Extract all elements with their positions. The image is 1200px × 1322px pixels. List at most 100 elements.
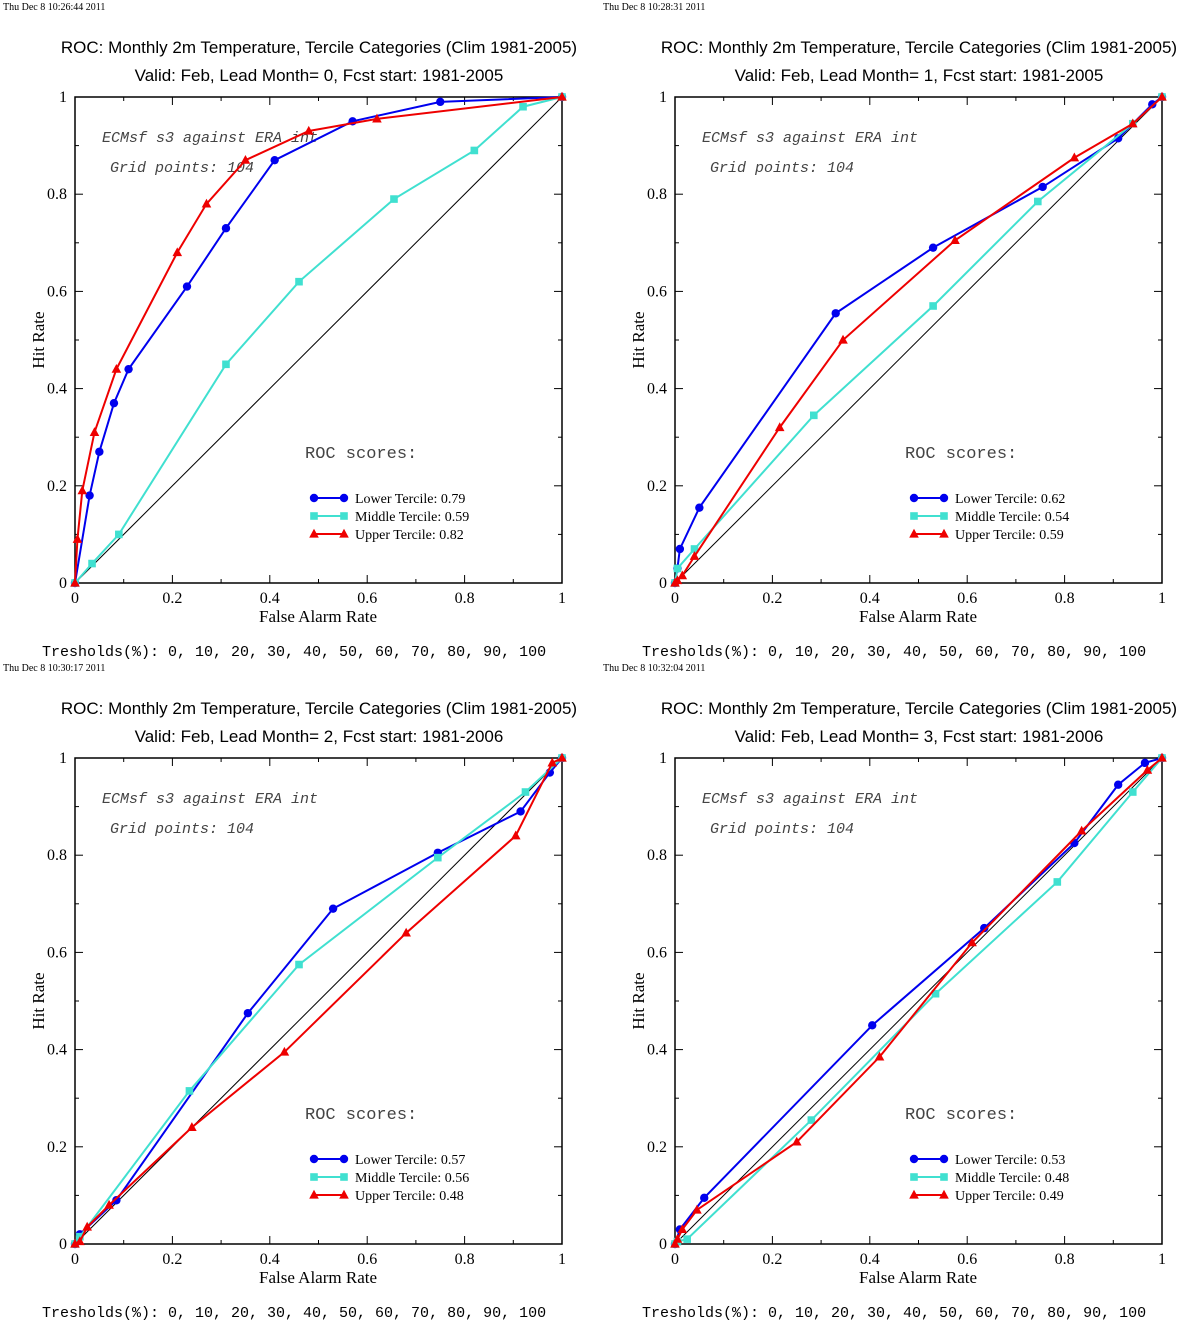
legend-entry: Upper Tercile: 0.49 [909,1189,1064,1204]
x-tick-label: 1 [558,1251,566,1268]
legend-label: Middle Tercile: 0.56 [355,1171,469,1186]
x-tick-label: 0.8 [455,590,475,607]
data-point [295,277,303,286]
legend-marker [310,1173,318,1181]
y-tick-label: 0.2 [47,478,67,495]
data-point [673,564,682,573]
data-point [700,1193,709,1203]
x-tick-label: 0.4 [860,1251,880,1268]
data-point [1148,100,1157,109]
data-point [70,577,80,587]
x-tick-label: 0.8 [1055,1251,1075,1268]
experiment-annotation: ECMsf s3 against ERA int [702,130,918,147]
y-axis-label: Hit Rate [29,311,48,368]
diagonal-reference-line [74,757,563,1245]
x-tick-label: 0.6 [957,1251,977,1268]
diagonal-reference-line [674,757,1163,1245]
y-tick-label: 0 [659,1236,667,1253]
thresholds-footer: Tresholds(%): 0, 10, 20, 30, 40, 50, 60,… [642,644,1146,661]
data-point [1034,197,1042,206]
legend-marker [939,1189,949,1199]
chart-subtitle: Valid: Feb, Lead Month= 0, Fcst start: 1… [135,66,504,85]
data-point [187,1122,197,1131]
legend-entry: Upper Tercile: 0.48 [309,1189,464,1204]
data-point [510,830,521,840]
data-point [1142,764,1153,774]
data-point [75,1236,85,1246]
data-point [774,422,785,432]
data-point [516,807,525,816]
data-point [182,282,192,291]
data-point [967,937,977,947]
data-point [695,503,704,512]
data-point [436,97,445,107]
experiment-annotation: ECMsf s3 against ERA int [102,791,318,808]
data-point [807,1116,816,1124]
x-tick-label: 0 [71,590,79,607]
legend-entry: Lower Tercile: 0.62 [909,492,1065,507]
data-point [677,1224,688,1234]
data-point [675,544,685,554]
legend-marker [339,493,349,503]
y-tick-label: 0.8 [647,186,667,203]
x-tick-label: 0.2 [762,1251,782,1268]
x-tick-label: 0.2 [762,590,782,607]
y-axis-label: Hit Rate [629,311,648,368]
legend-marker [309,493,319,503]
legend-label: Upper Tercile: 0.49 [955,1189,1064,1204]
x-tick-label: 0.6 [957,590,977,607]
legend-entry: Middle Tercile: 0.54 [910,510,1069,525]
legend-label: Lower Tercile: 0.53 [955,1153,1065,1168]
legend-entry: Lower Tercile: 0.53 [909,1153,1065,1168]
experiment-annotation: ECMsf s3 against ERA int [702,791,918,808]
x-tick-label: 0.4 [260,1251,280,1268]
y-axis-label: Hit Rate [629,972,648,1029]
legend-marker [339,1154,349,1164]
data-point [557,91,567,101]
y-tick-label: 1 [59,750,67,767]
roc-scores-heading: ROC scores: [905,1106,1017,1125]
data-point [95,447,104,456]
series-upper-tercile [670,752,1167,1248]
data-point [874,1051,885,1061]
experiment-annotation: ECMsf s3 against ERA int [102,130,318,147]
data-point [692,1204,702,1214]
x-tick-label: 0 [671,590,679,607]
y-tick-label: 0.2 [47,1139,67,1156]
legend-entry: Middle Tercile: 0.56 [310,1171,469,1186]
data-point [85,491,94,500]
data-point [109,398,119,408]
y-tick-label: 1 [659,750,667,767]
y-tick-label: 0.6 [47,944,67,961]
legend-marker [909,493,919,503]
x-tick-label: 1 [1158,1251,1166,1268]
data-point [243,1008,253,1018]
data-point [88,559,96,568]
x-tick-label: 0.8 [1055,590,1075,607]
y-tick-label: 0.2 [647,478,667,495]
grid-points-annotation: Grid points: 104 [110,160,254,177]
y-tick-label: 0 [659,575,667,592]
legend-marker [910,1173,918,1181]
data-point [1038,182,1047,192]
data-point [677,570,688,580]
chart-subtitle: Valid: Feb, Lead Month= 1, Fcst start: 1… [735,66,1104,85]
x-axis-label: False Alarm Rate [259,1268,377,1287]
data-point [1128,788,1137,796]
legend-label: Upper Tercile: 0.82 [355,528,464,543]
data-point [519,102,527,111]
data-point [390,195,398,203]
data-point [557,752,567,762]
y-axis-label: Hit Rate [29,972,48,1029]
legend-marker [909,528,919,538]
data-point [1053,878,1062,886]
legend-marker [909,1154,919,1164]
y-tick-label: 1 [59,89,67,106]
roc-chart-4: Thu Dec 8 10:32:04 2011 ROC: Monthly 2m T… [603,663,1177,1322]
y-tick-label: 0.8 [47,186,67,203]
data-point [683,1235,691,1243]
timestamp: Thu Dec 8 10:32:04 2011 [603,663,705,674]
data-point [931,989,940,998]
chart-subtitle: Valid: Feb, Lead Month= 3, Fcst start: 1… [735,727,1104,746]
